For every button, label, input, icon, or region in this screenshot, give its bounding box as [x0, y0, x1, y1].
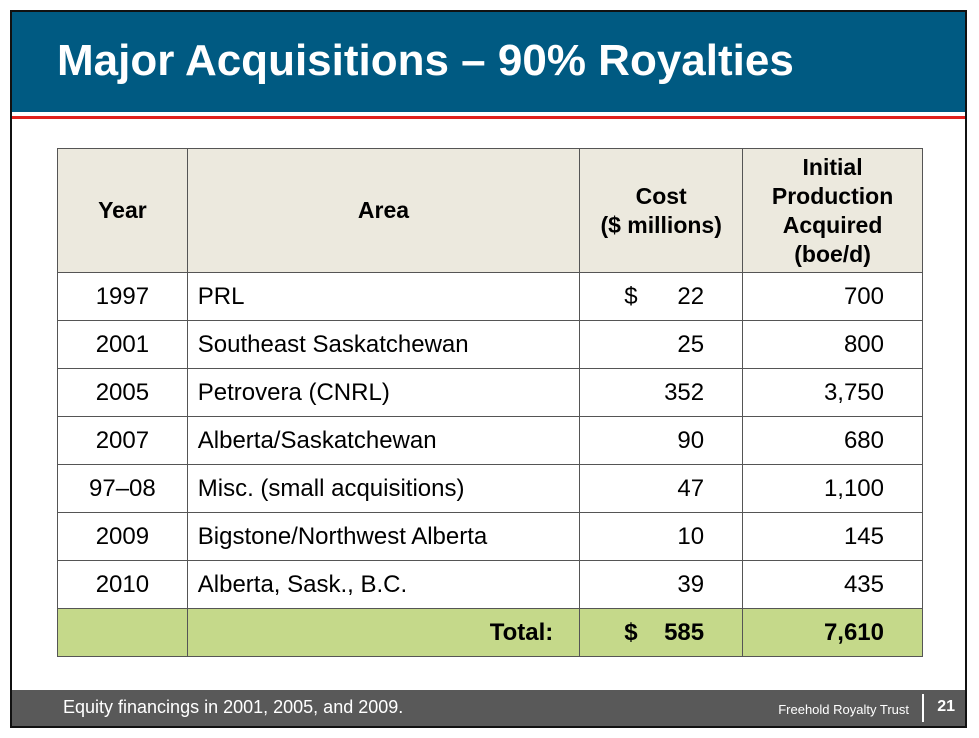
cell-area: Misc. (small acquisitions) [186, 464, 581, 513]
cell-production: 1,100 [742, 464, 923, 513]
cost-value: 585 [664, 618, 705, 646]
table-row: 97–08 Misc. (small acquisitions) 47 1,10… [57, 464, 923, 513]
cost-currency: $ [624, 282, 638, 310]
cell-production: 145 [742, 512, 923, 561]
header-production: Initial Production Acquired (boe/d) [742, 148, 923, 273]
footer-note: Equity financings in 2001, 2005, and 200… [63, 697, 404, 717]
header-production-line2: Production [771, 182, 894, 209]
cell-area: PRL [186, 272, 581, 321]
total-cost: $585 [579, 608, 744, 657]
cell-area: Southeast Saskatchewan [186, 320, 581, 369]
cell-production: 435 [742, 560, 923, 609]
cost-value: 47 [677, 474, 705, 502]
header-production-line1: Initial [802, 153, 863, 180]
cell-production: 700 [742, 272, 923, 321]
cost-currency: $ [624, 618, 638, 646]
cost-value: 352 [664, 378, 705, 406]
slide: Major Acquisitions – 90% Royalties Year … [10, 10, 967, 728]
cell-year: 97–08 [57, 464, 188, 513]
cell-production: 3,750 [742, 368, 923, 417]
header-production-line3: Acquired [782, 211, 883, 238]
header-production-line4: (boe/d) [794, 240, 871, 267]
slide-title: Major Acquisitions – 90% Royalties [57, 36, 794, 85]
cell-cost: $22 [579, 272, 744, 321]
title-bar: Major Acquisitions – 90% Royalties [12, 12, 965, 112]
cell-cost: 10 [579, 512, 744, 561]
cost-value: 25 [677, 330, 705, 358]
table-row: 1997 PRL $22 700 [57, 272, 923, 321]
cell-area: Bigstone/Northwest Alberta [186, 512, 581, 561]
header-year: Year [57, 148, 188, 273]
cell-cost: 90 [579, 416, 744, 465]
cell-cost: 47 [579, 464, 744, 513]
total-row: Total: $585 7,610 [57, 608, 923, 657]
header-cost-line2: ($ millions) [600, 211, 722, 238]
cell-year: 2009 [57, 512, 188, 561]
cost-value: 90 [677, 426, 705, 454]
table-row: 2007 Alberta/Saskatchewan 90 680 [57, 416, 923, 465]
table-row: 2010 Alberta, Sask., B.C. 39 435 [57, 560, 923, 609]
cell-area: Alberta, Sask., B.C. [186, 560, 581, 609]
cell-year: 2007 [57, 416, 188, 465]
cell-production: 800 [742, 320, 923, 369]
cell-area: Alberta/Saskatchewan [186, 416, 581, 465]
table-row: 2005 Petrovera (CNRL) 352 3,750 [57, 368, 923, 417]
cost-value: 10 [677, 522, 705, 550]
footer-organization: Freehold Royalty Trust [778, 702, 909, 717]
header-cost: Cost ($ millions) [579, 148, 744, 273]
acquisitions-table: Year Area Cost ($ millions) Initial Prod… [57, 148, 923, 657]
total-production: 7,610 [742, 608, 923, 657]
cost-value: 39 [677, 570, 705, 598]
header-area: Area [186, 148, 581, 273]
cell-cost: 25 [579, 320, 744, 369]
total-empty-cell [57, 608, 188, 657]
cost-value: 22 [677, 282, 705, 310]
footer-divider [922, 694, 924, 722]
cell-year: 2010 [57, 560, 188, 609]
cell-cost: 352 [579, 368, 744, 417]
title-divider [12, 116, 965, 119]
page-number: 21 [937, 698, 955, 715]
table-row: 2009 Bigstone/Northwest Alberta 10 145 [57, 512, 923, 561]
header-cost-line1: Cost [635, 182, 687, 209]
cell-cost: 39 [579, 560, 744, 609]
footer-bar: Equity financings in 2001, 2005, and 200… [12, 690, 965, 726]
cell-year: 2005 [57, 368, 188, 417]
total-label: Total: [186, 608, 581, 657]
table-row: 2001 Southeast Saskatchewan 25 800 [57, 320, 923, 369]
cell-year: 2001 [57, 320, 188, 369]
cell-production: 680 [742, 416, 923, 465]
table-header-row: Year Area Cost ($ millions) Initial Prod… [57, 148, 923, 273]
cell-year: 1997 [57, 272, 188, 321]
cell-area: Petrovera (CNRL) [186, 368, 581, 417]
